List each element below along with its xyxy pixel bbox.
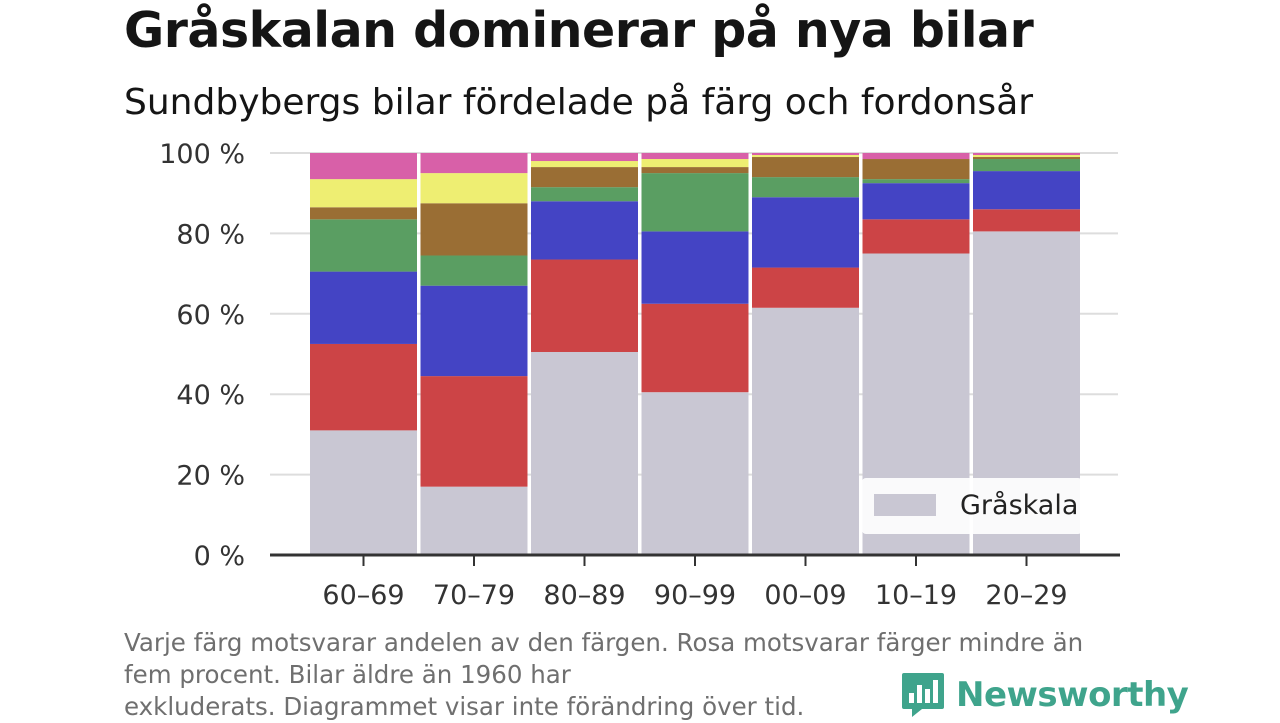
footnote-line-2: fem procent. Bilar äldre än 1960 har <box>124 660 571 689</box>
legend: Gråskala <box>862 478 1082 534</box>
bar-segment-series-6 <box>531 153 638 162</box>
footnote-line-1: Varje färg motsvarar andelen av den färg… <box>124 628 1084 657</box>
bar-segment-series-2 <box>310 271 417 344</box>
bar-segment-series-3 <box>641 173 749 232</box>
y-tick-label: 100 % <box>159 139 245 170</box>
bar-segment-series-6 <box>862 153 970 160</box>
bar-segment-series-3 <box>973 159 1080 172</box>
bar-segment-series-4 <box>420 203 528 256</box>
bar-segment-series-5 <box>973 155 1080 158</box>
bar-segment-series-2 <box>752 197 859 268</box>
bar-segment-series-1 <box>752 267 859 308</box>
bar-segment-series-1 <box>420 376 528 487</box>
axes: 0 % 20 % 40 % 60 % 80 % 100 % 60–69 70–79 80–89 9… <box>159 139 1120 611</box>
chart-subtitle: Sundbybergs bilar fördelade på färg och … <box>124 82 1034 123</box>
bar-segment-series-6 <box>310 153 417 180</box>
bar-segment-grayscale <box>641 392 749 555</box>
bar-segment-series-2 <box>420 285 528 377</box>
x-tick-label: 80–89 <box>543 580 625 611</box>
y-tick-label: 80 % <box>176 219 245 250</box>
bar-segment-series-4 <box>641 167 749 174</box>
bar-segment-series-5 <box>420 173 528 204</box>
brand-name: Newsworthy <box>956 675 1189 715</box>
y-tick-label: 40 % <box>176 380 245 411</box>
x-tick-label: 60–69 <box>322 580 404 611</box>
bar-segment-series-5 <box>310 179 417 208</box>
bar-segment-series-6 <box>420 153 528 174</box>
bar-segment-series-5 <box>641 159 749 168</box>
bar-segment-series-2 <box>862 183 970 220</box>
bar-segment-series-2 <box>531 201 638 260</box>
legend-swatch <box>874 494 936 516</box>
x-tick-label: 00–09 <box>764 580 846 611</box>
footnote-line-3: exkluderats. Diagrammet visar inte förän… <box>124 692 805 721</box>
bar-segment-grayscale <box>752 307 859 555</box>
bar-segment-series-4 <box>973 157 1080 160</box>
stacked-bar-chart: 0 % 20 % 40 % 60 % 80 % 100 % 60–69 70–79 80–89 9… <box>159 139 1120 611</box>
bar-segment-series-5 <box>752 155 859 158</box>
bar-segment-series-3 <box>752 177 859 198</box>
bar-segment-series-4 <box>310 207 417 220</box>
bar-chart-speech-bubble-icon <box>902 673 944 717</box>
bar-segment-series-2 <box>973 171 1080 210</box>
bar-segment-series-6 <box>973 153 1080 156</box>
chart-title: Gråskalan dominerar på nya bilar <box>124 2 1034 59</box>
bar-segment-series-1 <box>641 303 749 393</box>
x-tick-label: 20–29 <box>985 580 1067 611</box>
y-tick-label: 0 % <box>194 541 245 572</box>
bar-segment-series-1 <box>310 343 417 431</box>
bar-segment-series-5 <box>531 161 638 168</box>
bar-segment-series-4 <box>531 167 638 188</box>
x-tick-label: 90–99 <box>654 580 736 611</box>
bars <box>310 153 1080 555</box>
bar-segment-series-3 <box>310 219 417 272</box>
bar-segment-series-6 <box>641 153 749 160</box>
legend-label: Gråskala <box>960 490 1078 521</box>
y-tick-label: 20 % <box>176 461 245 492</box>
bar-segment-series-1 <box>973 209 1080 232</box>
bar-segment-series-2 <box>641 231 749 304</box>
x-tick-label: 10–19 <box>875 580 957 611</box>
bar-segment-series-4 <box>752 157 859 178</box>
bar-segment-series-1 <box>531 259 638 352</box>
bar-segment-series-4 <box>862 159 970 180</box>
x-tick-label: 70–79 <box>433 580 515 611</box>
bar-segment-grayscale <box>420 486 528 555</box>
footnote: Varje färg motsvarar andelen av den färg… <box>124 627 1144 723</box>
bar-segment-grayscale <box>531 351 638 555</box>
bar-segment-series-3 <box>862 179 970 184</box>
bar-segment-series-1 <box>862 219 970 254</box>
bar-segment-series-6 <box>752 153 859 156</box>
legend-box <box>862 478 1082 534</box>
bar-segment-series-3 <box>531 187 638 202</box>
brand-logo: Newsworthy <box>900 670 1189 720</box>
bar-segment-grayscale <box>310 430 417 555</box>
bar-segment-series-3 <box>420 255 528 286</box>
y-tick-label: 60 % <box>176 300 245 331</box>
